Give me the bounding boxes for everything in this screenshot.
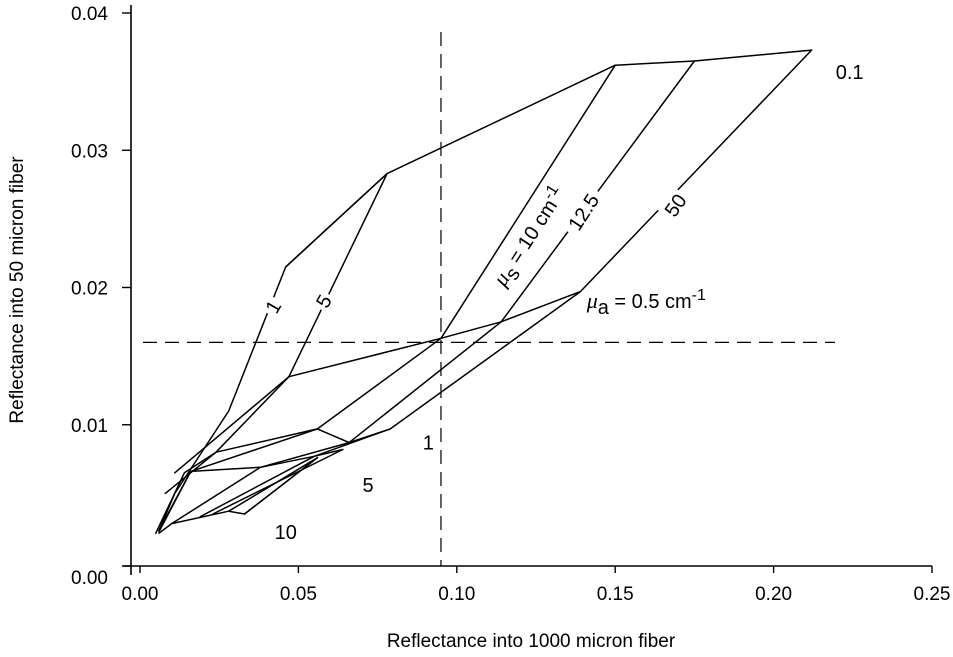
curve-label-background — [257, 292, 286, 319]
x-tick-label: 0.00 — [122, 584, 159, 605]
mu-s-curve-50 — [199, 49, 813, 518]
curve-label: 5 — [308, 287, 337, 314]
label-text: = 0.5 cm — [609, 291, 692, 313]
y-tick-label: 0.03 — [71, 141, 108, 162]
curve-label-background — [308, 287, 336, 314]
curve-label-background — [359, 472, 377, 495]
x-axis-title: Reflectance into 1000 micron fiber — [387, 631, 676, 652]
reference-lines — [143, 32, 835, 566]
mu-a-curve-0-5 — [174, 290, 582, 474]
x-tick-label: 0.15 — [597, 584, 634, 605]
curve-label-background — [419, 429, 437, 452]
curve-label-text: 5 — [363, 475, 374, 497]
curve-label-text: 10 — [275, 522, 297, 544]
x-tick-label: 0.10 — [438, 584, 475, 605]
curve-label: 1 — [419, 429, 437, 455]
y-ticks: 0.00 0.01 0.02 0.03 0.04 — [71, 4, 131, 589]
curve-group — [155, 49, 813, 534]
curve-label-text: 0.1 — [836, 62, 864, 84]
curve-label-background — [656, 186, 691, 222]
mu-a-curve-1 — [164, 428, 392, 495]
mu-symbol: μ — [586, 288, 598, 313]
curve-label-text: 1 — [423, 433, 434, 455]
y-tick-label: 0.01 — [71, 416, 108, 437]
mu-s-curve-10 — [158, 64, 616, 533]
y-tick-label: 0.00 — [71, 568, 108, 589]
mu-s-curve-1 — [158, 172, 388, 532]
superscript: -1 — [692, 287, 706, 304]
x-ticks: 0.00 0.05 0.10 0.15 0.20 0.25 — [122, 566, 951, 605]
y-tick-label: 0.04 — [71, 4, 108, 25]
curve-label: 50 — [656, 186, 692, 222]
mu-a-annotation: μa = 0.5 cm-1 — [586, 287, 706, 319]
x-tick-label: 0.20 — [755, 584, 792, 605]
axes: 0.00 0.05 0.10 0.15 0.20 0.25 0.000.010.020.0… — [71, 4, 950, 605]
annotation-text: μa = 0.5 cm-1 — [586, 287, 706, 319]
curve-label: 1 — [257, 292, 286, 319]
curve-label: 10 — [271, 518, 300, 544]
curve-label-background — [271, 518, 300, 541]
subscript: a — [598, 297, 610, 319]
mu-s-curve-unlabeled — [227, 456, 319, 512]
curve-label: 0.1 — [830, 59, 870, 84]
y-axis-title: Reflectance into 50 micron fiber — [7, 156, 28, 424]
x-tick-label: 0.05 — [280, 584, 317, 605]
annotation-background — [483, 153, 594, 298]
curve-label: 5 — [359, 472, 377, 497]
curve-label-background — [558, 183, 605, 238]
mu-s-curve-12-5 — [170, 60, 696, 525]
curve-label-text: 50 — [661, 190, 692, 221]
curve-label-background — [830, 59, 870, 81]
mu-s-curve-unlabeled — [243, 456, 319, 515]
x-tick-label: 0.25 — [914, 584, 951, 605]
y-tick-label: 0.02 — [71, 279, 108, 300]
